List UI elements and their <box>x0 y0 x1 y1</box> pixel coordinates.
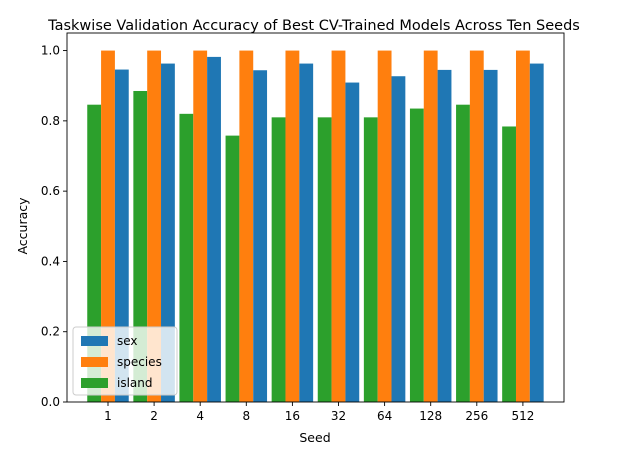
chart-title: Taskwise Validation Accuracy of Best CV-… <box>47 18 580 34</box>
x-axis-label: Seed <box>299 430 330 445</box>
x-tick-label: 32 <box>331 409 346 423</box>
x-tick-label: 16 <box>285 409 300 423</box>
axes-frame <box>66 32 565 403</box>
bar-species-16 <box>285 50 300 402</box>
bar-sex-16 <box>299 63 314 402</box>
x-tick-label: 8 <box>242 409 250 423</box>
y-tick-label: 0.6 <box>41 184 60 198</box>
legend-label-species: species <box>117 355 162 369</box>
bar-sex-128 <box>437 69 452 403</box>
bar-species-4 <box>193 50 208 402</box>
bar-species-2 <box>147 50 162 402</box>
bar-island-32 <box>317 117 332 402</box>
y-tick-label: 0.8 <box>41 114 60 128</box>
bar-species-32 <box>331 50 346 402</box>
y-tick-label: 1.0 <box>41 44 60 58</box>
bar-island-2 <box>133 90 148 403</box>
legend-label-island: island <box>117 376 153 390</box>
bar-sex-2 <box>161 63 175 402</box>
bar-sex-1 <box>114 69 129 403</box>
bar-sex-64 <box>391 76 406 402</box>
bar-island-128 <box>409 108 424 402</box>
bar-island-64 <box>363 117 378 402</box>
x-tick-label: 2 <box>150 409 158 423</box>
x-tick-label: 256 <box>465 409 488 423</box>
bar-island-8 <box>225 135 240 402</box>
bar-sex-4 <box>207 56 221 403</box>
x-tick-label: 512 <box>511 409 534 423</box>
legend-label-sex: sex <box>117 334 138 348</box>
x-tick-label: 128 <box>419 409 442 423</box>
bar-species-64 <box>377 50 392 402</box>
bar-sex-512 <box>529 63 544 402</box>
bar-species-512 <box>515 50 530 402</box>
x-tick-label: 4 <box>196 409 204 423</box>
bar-species-256 <box>469 50 484 402</box>
bar-species-128 <box>423 50 438 402</box>
x-tick-label: 1 <box>104 409 112 423</box>
legend-swatch-island <box>81 378 108 388</box>
bar-species-8 <box>239 50 254 402</box>
x-tick-label: 64 <box>377 409 392 423</box>
y-tick-label: 0.4 <box>41 254 60 268</box>
plot-area: 1 2 4 8 16 32 64 128 256 512 0.0 0.2 0.4 0.6 0.8 1.0 sex… <box>41 32 565 423</box>
y-tick-label: 0.0 <box>41 395 60 409</box>
bar-island-512 <box>502 126 516 402</box>
legend-swatch-species <box>81 357 108 367</box>
y-tick-label: 0.2 <box>41 325 60 339</box>
bar-species-1 <box>101 50 115 402</box>
bar-sex-32 <box>345 82 360 403</box>
legend-swatch-sex <box>81 336 108 346</box>
y-axis-label: Accuracy <box>15 197 30 255</box>
legend: sex species island <box>72 326 178 396</box>
bar-sex-256 <box>483 69 498 403</box>
bar-island-4 <box>179 113 194 402</box>
bar-island-256 <box>456 104 470 402</box>
bar-island-16 <box>271 117 286 402</box>
bar-sex-8 <box>253 70 268 402</box>
